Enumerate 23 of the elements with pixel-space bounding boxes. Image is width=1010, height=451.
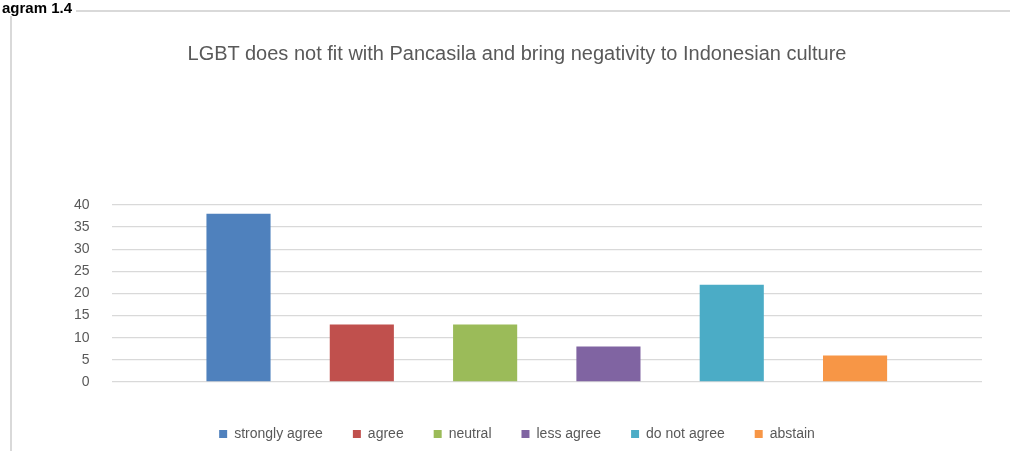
y-tick-label: 10 bbox=[73, 328, 90, 345]
legend-label: agree bbox=[367, 424, 404, 441]
legend-label: do not agree bbox=[646, 424, 725, 441]
bar bbox=[206, 213, 271, 382]
bar bbox=[329, 324, 394, 382]
y-tick-label: 35 bbox=[73, 217, 90, 234]
bar bbox=[823, 355, 888, 382]
y-tick-label: 15 bbox=[73, 306, 90, 323]
y-tick-label: 5 bbox=[81, 350, 90, 367]
bar bbox=[576, 346, 641, 382]
legend-label: neutral bbox=[448, 424, 492, 441]
y-tick-label: 0 bbox=[81, 372, 90, 389]
text: agram 1.4 bbox=[2, 0, 77, 16]
bar bbox=[699, 284, 764, 382]
y-tick-label: 40 bbox=[73, 195, 90, 212]
y-tick-label: 25 bbox=[73, 262, 90, 279]
y-tick-label: 30 bbox=[73, 240, 90, 257]
chart-title: LGBT does not fit with Pancasila and bring negativity to Indonesian culture bbox=[187, 41, 847, 64]
legend-label: abstain bbox=[769, 424, 815, 441]
legend-label: strongly agree bbox=[234, 424, 324, 441]
legend-label: less agree bbox=[536, 424, 602, 441]
y-tick-label: 20 bbox=[73, 284, 90, 301]
bar bbox=[453, 324, 518, 382]
